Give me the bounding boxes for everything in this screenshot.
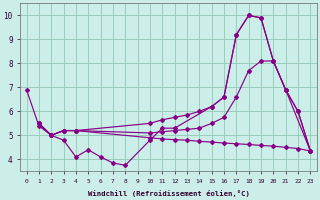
X-axis label: Windchill (Refroidissement éolien,°C): Windchill (Refroidissement éolien,°C) (87, 190, 249, 197)
